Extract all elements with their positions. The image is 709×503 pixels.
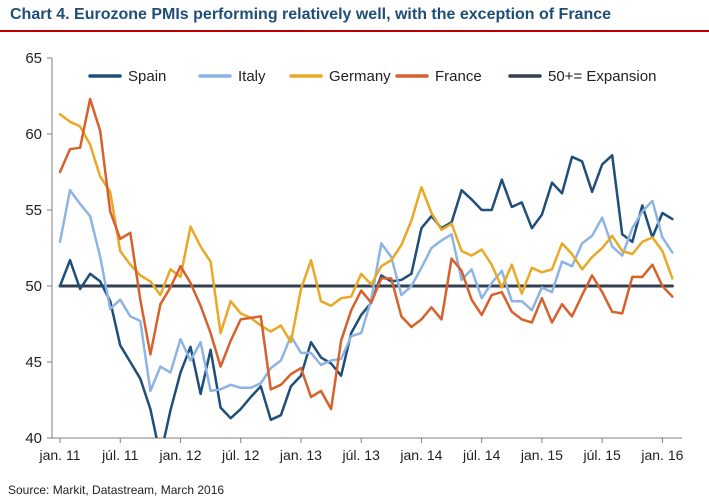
x-tick-label: júl. 14 bbox=[462, 447, 501, 463]
source-note: Source: Markit, Datastream, March 2016 bbox=[8, 483, 225, 497]
x-tick-label: júl. 13 bbox=[342, 447, 381, 463]
series-line-france bbox=[58, 97, 674, 411]
x-tick-label: jan. 15 bbox=[520, 447, 563, 463]
title-rule bbox=[0, 30, 709, 32]
x-tick-label: jan. 14 bbox=[399, 447, 442, 463]
y-tick-label: 40 bbox=[25, 430, 42, 447]
x-tick-label: júl. 11 bbox=[101, 447, 139, 463]
series-layer bbox=[58, 97, 674, 438]
y-tick-label: 55 bbox=[25, 202, 42, 219]
legend-label-germany: Germany bbox=[329, 68, 391, 85]
legend-label-50-expansion: 50+= Expansion bbox=[548, 68, 656, 85]
x-tick-label: jan. 13 bbox=[279, 447, 322, 463]
y-tick-label: 65 bbox=[25, 50, 42, 67]
y-tick-label: 45 bbox=[25, 354, 42, 371]
legend-label-italy: Italy bbox=[238, 68, 266, 85]
y-tick-label: 60 bbox=[25, 126, 42, 143]
pmi-line-chart: 40 45 50 55 60 65 jan. 11 júl. 11 jan. 12 júl. 1… bbox=[25, 50, 684, 463]
series-line-germany bbox=[58, 112, 674, 344]
x-tick-label: jan. 12 bbox=[158, 447, 201, 463]
x-axis: jan. 11 júl. 11 jan. 12 júl. 12 jan. 13 júl. … bbox=[39, 437, 684, 463]
x-tick-label: júl. 15 bbox=[582, 447, 621, 463]
legend-label-france: France bbox=[435, 68, 482, 85]
y-tick-label: 50 bbox=[25, 278, 42, 295]
legend-label-spain: Spain bbox=[128, 68, 166, 85]
y-axis: 40 45 50 55 60 65 bbox=[25, 50, 53, 447]
x-tick-label: júl. 12 bbox=[221, 447, 260, 463]
chart-title: Chart 4. Eurozone PMIs performing relati… bbox=[10, 6, 612, 23]
series-line-spain bbox=[58, 154, 674, 438]
legend: Spain Italy Germany France 50+= Expansion bbox=[88, 68, 656, 85]
x-tick-label: jan. 16 bbox=[640, 447, 683, 463]
series-line-italy bbox=[58, 188, 674, 393]
x-tick-label: jan. 11 bbox=[39, 447, 81, 463]
